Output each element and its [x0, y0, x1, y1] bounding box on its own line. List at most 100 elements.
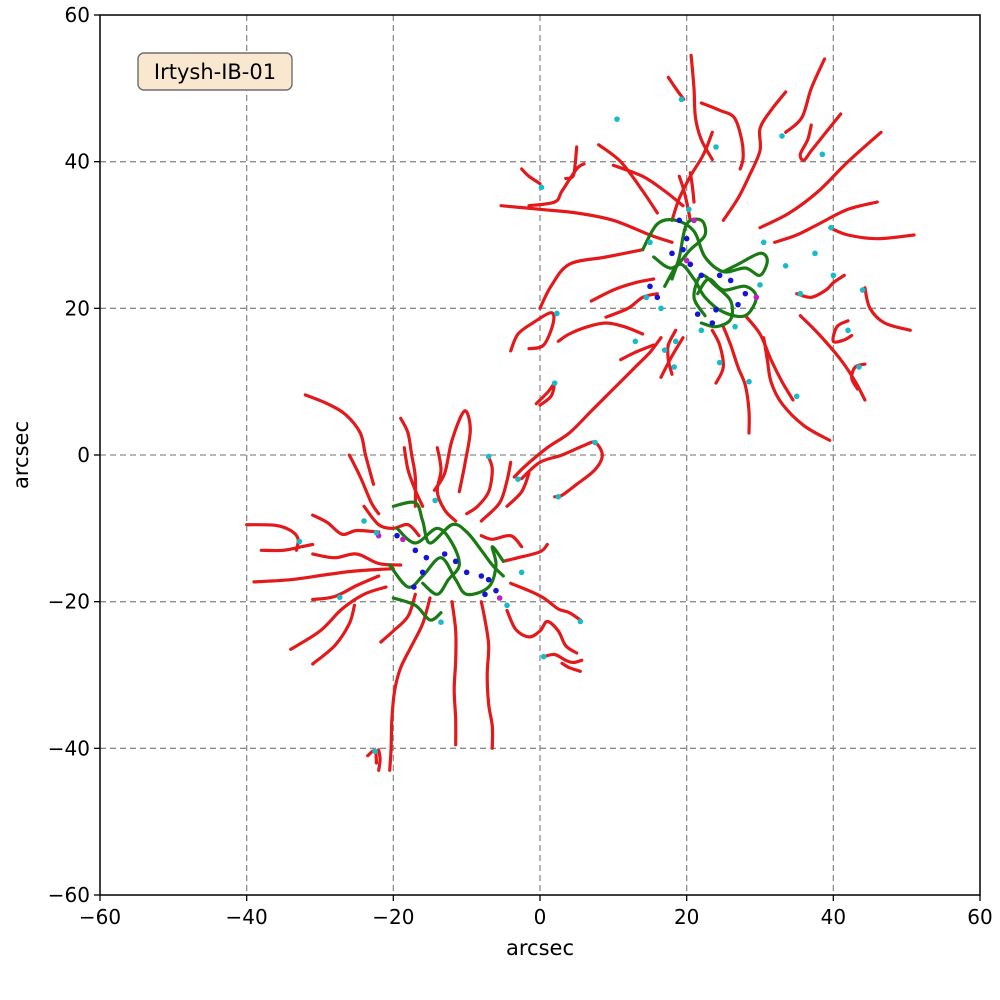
critical-curve-0 [245, 523, 300, 552]
annotation-box [137, 52, 293, 91]
critical-curve-64 [509, 311, 556, 353]
inner-point-8 [742, 290, 749, 297]
critical-curve-2 [259, 542, 315, 553]
caustic-curves [388, 217, 769, 622]
cusp-point-12 [856, 364, 862, 370]
critical-curve-63 [556, 321, 645, 343]
inner-point-18 [441, 551, 448, 557]
critical-curve-66 [589, 277, 656, 303]
cusp-point-25 [432, 497, 438, 504]
cusp-point-2 [678, 96, 685, 103]
critical-curve-56 [762, 336, 832, 442]
y-axis-label: arcsec [9, 421, 33, 489]
critical-curve-47 [798, 112, 843, 162]
inner-point-4 [687, 261, 694, 268]
inner-point-21 [478, 573, 485, 579]
critical-curve-13 [435, 446, 458, 523]
inner-point-15 [394, 532, 400, 539]
cusp-point-15 [716, 359, 723, 366]
cusp-point-45 [732, 323, 738, 330]
cusp-point-13 [793, 393, 800, 400]
critical-curve-49 [773, 200, 879, 244]
cusp-point-37 [760, 239, 767, 246]
cusp-point-29 [337, 594, 343, 601]
x-tick-label-4: 20 [674, 905, 699, 929]
critical-curve-60 [666, 328, 678, 376]
critical-curve-57 [743, 314, 795, 402]
critical-curve-23 [505, 608, 579, 655]
critical-curve-10 [347, 453, 381, 516]
critical-curve-44 [688, 171, 696, 204]
inner-point-11 [694, 311, 701, 318]
inner-point-2 [680, 246, 686, 253]
critical-curve-6 [311, 513, 381, 537]
caustic-curve-7 [395, 526, 461, 596]
cusp-point-28 [296, 538, 303, 545]
cusp-point-31 [438, 619, 444, 625]
critical-curve-61 [659, 336, 685, 379]
annotation-text: Irtysh-IB-01 [154, 60, 276, 84]
critical-curve-28 [388, 596, 432, 772]
critical-curve-32 [538, 248, 645, 310]
cusp-point-35 [518, 569, 525, 576]
cusp-point-20 [551, 380, 558, 386]
inner-point-14 [654, 294, 661, 301]
caustic-curve-1 [652, 217, 708, 281]
critical-curve-30 [377, 748, 382, 772]
cusp-point-5 [779, 133, 785, 139]
y-tick-label-6: 60 [65, 3, 90, 27]
critical-curve-9 [362, 504, 421, 538]
fold-point-4 [496, 595, 503, 601]
critical-curve-55 [798, 314, 867, 402]
x-tick-label-3: 0 [534, 905, 547, 929]
inner-point-6 [716, 272, 723, 279]
critical-curve-12 [402, 446, 425, 508]
cusp-point-26 [373, 529, 380, 536]
caustic-curve-4 [391, 500, 505, 578]
critical-curve-41 [699, 101, 745, 171]
critical-curve-46 [784, 57, 827, 134]
cusp-point-34 [577, 618, 584, 625]
cusp-point-1 [538, 184, 545, 191]
critical-curve-25 [560, 661, 582, 673]
inner-point-23 [493, 587, 499, 594]
axis-ticks: −60 −40 −20 0 20 40 60 −60 −40 −20 0 20 40 60 [48, 3, 993, 929]
critical-curve-16 [479, 460, 513, 523]
critical-curve-48 [758, 130, 883, 230]
inner-point-24 [482, 591, 488, 598]
cusp-point-30 [372, 748, 378, 755]
inner-point-5 [698, 272, 705, 279]
critical-curve-52 [863, 286, 912, 332]
critical-curve-11 [399, 416, 418, 508]
critical-curve-67 [604, 292, 659, 319]
critical-curve-37 [597, 143, 659, 215]
fold-point-2 [753, 294, 760, 301]
critical-curve-14 [432, 409, 472, 494]
image-points [296, 96, 866, 755]
cusp-point-3 [686, 206, 692, 213]
critical-curve-15 [465, 455, 494, 516]
cusp-point-4 [713, 144, 719, 150]
cusp-point-19 [554, 310, 560, 317]
cusp-point-14 [746, 378, 752, 385]
critical-curve-65 [534, 382, 556, 407]
cusp-point-36 [647, 239, 653, 246]
cusp-point-42 [658, 305, 664, 312]
fold-point-3 [400, 536, 406, 543]
x-tick-label-5: 40 [821, 905, 846, 929]
y-tick-label-2: −20 [48, 590, 90, 614]
critical-curve-27 [450, 600, 458, 747]
cusp-point-9 [859, 287, 866, 293]
critical-curve-21 [501, 542, 549, 563]
cusp-point-40 [757, 282, 763, 288]
critical-curve-58 [721, 325, 751, 435]
critical-curve-19 [512, 336, 663, 479]
cusp-point-32 [504, 602, 510, 609]
cusp-point-41 [643, 294, 650, 301]
fold-point-1 [683, 257, 690, 264]
cusp-point-43 [661, 347, 668, 353]
cusp-point-33 [540, 653, 547, 660]
cusp-point-11 [782, 263, 789, 269]
critical-curve-33 [499, 204, 674, 244]
cusp-point-6 [819, 151, 826, 158]
